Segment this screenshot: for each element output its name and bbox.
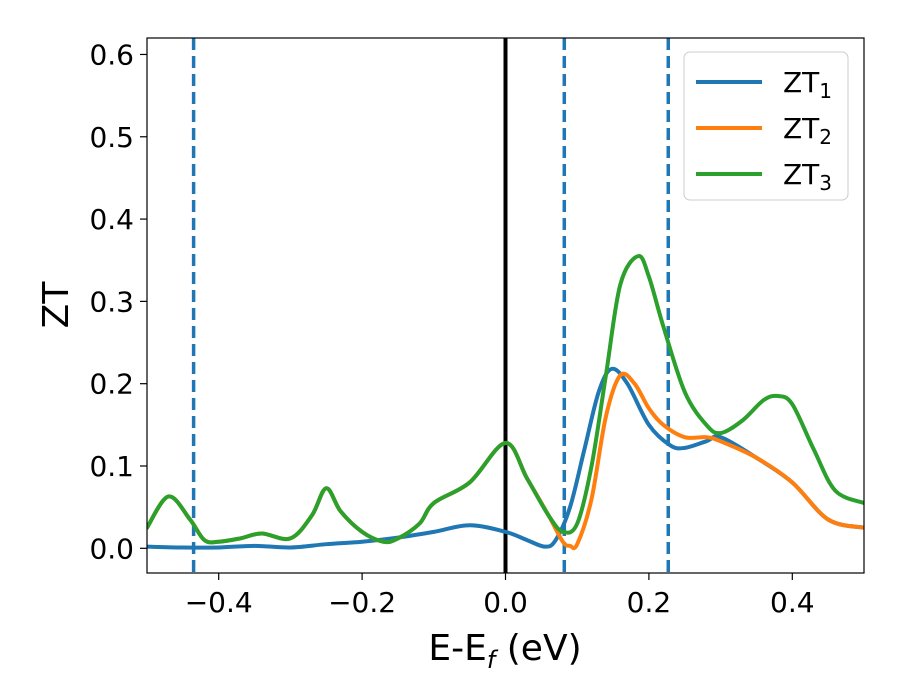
legend-label-zt1: ZT1	[783, 66, 832, 103]
y-tick-label: 0.5	[89, 121, 134, 154]
series-layer	[147, 254, 864, 551]
legend-box	[683, 51, 849, 201]
y-tick-label: 0.6	[89, 38, 134, 71]
y-axis-label: ZT	[36, 281, 77, 329]
y-tick-label: 0.3	[89, 285, 134, 318]
x-tick-label: −0.4	[185, 586, 253, 619]
x-axis: −0.4 −0.2 0.0 0.2 0.4	[185, 573, 815, 619]
y-tick-label: 0.0	[89, 532, 134, 565]
x-axis-label: E-Ef (eV)	[428, 628, 581, 674]
legend-label-zt3: ZT3	[783, 158, 832, 195]
x-tick-label: 0.2	[627, 586, 672, 619]
y-tick-label: 0.1	[89, 450, 134, 483]
y-tick-label: 0.2	[89, 368, 134, 401]
x-tick-label: −0.2	[328, 586, 396, 619]
series-line-zt3	[147, 254, 864, 545]
legend-label-zt2: ZT2	[783, 112, 832, 149]
x-tick-label: 0.4	[770, 586, 815, 619]
legend: ZT1 ZT2 ZT3	[683, 51, 849, 201]
reference-lines	[191, 38, 671, 573]
y-axis: 0.0 0.1 0.2 0.3 0.4 0.5 0.6	[89, 38, 147, 565]
y-tick-label: 0.4	[89, 203, 134, 236]
x-tick-label: 0.0	[483, 586, 528, 619]
